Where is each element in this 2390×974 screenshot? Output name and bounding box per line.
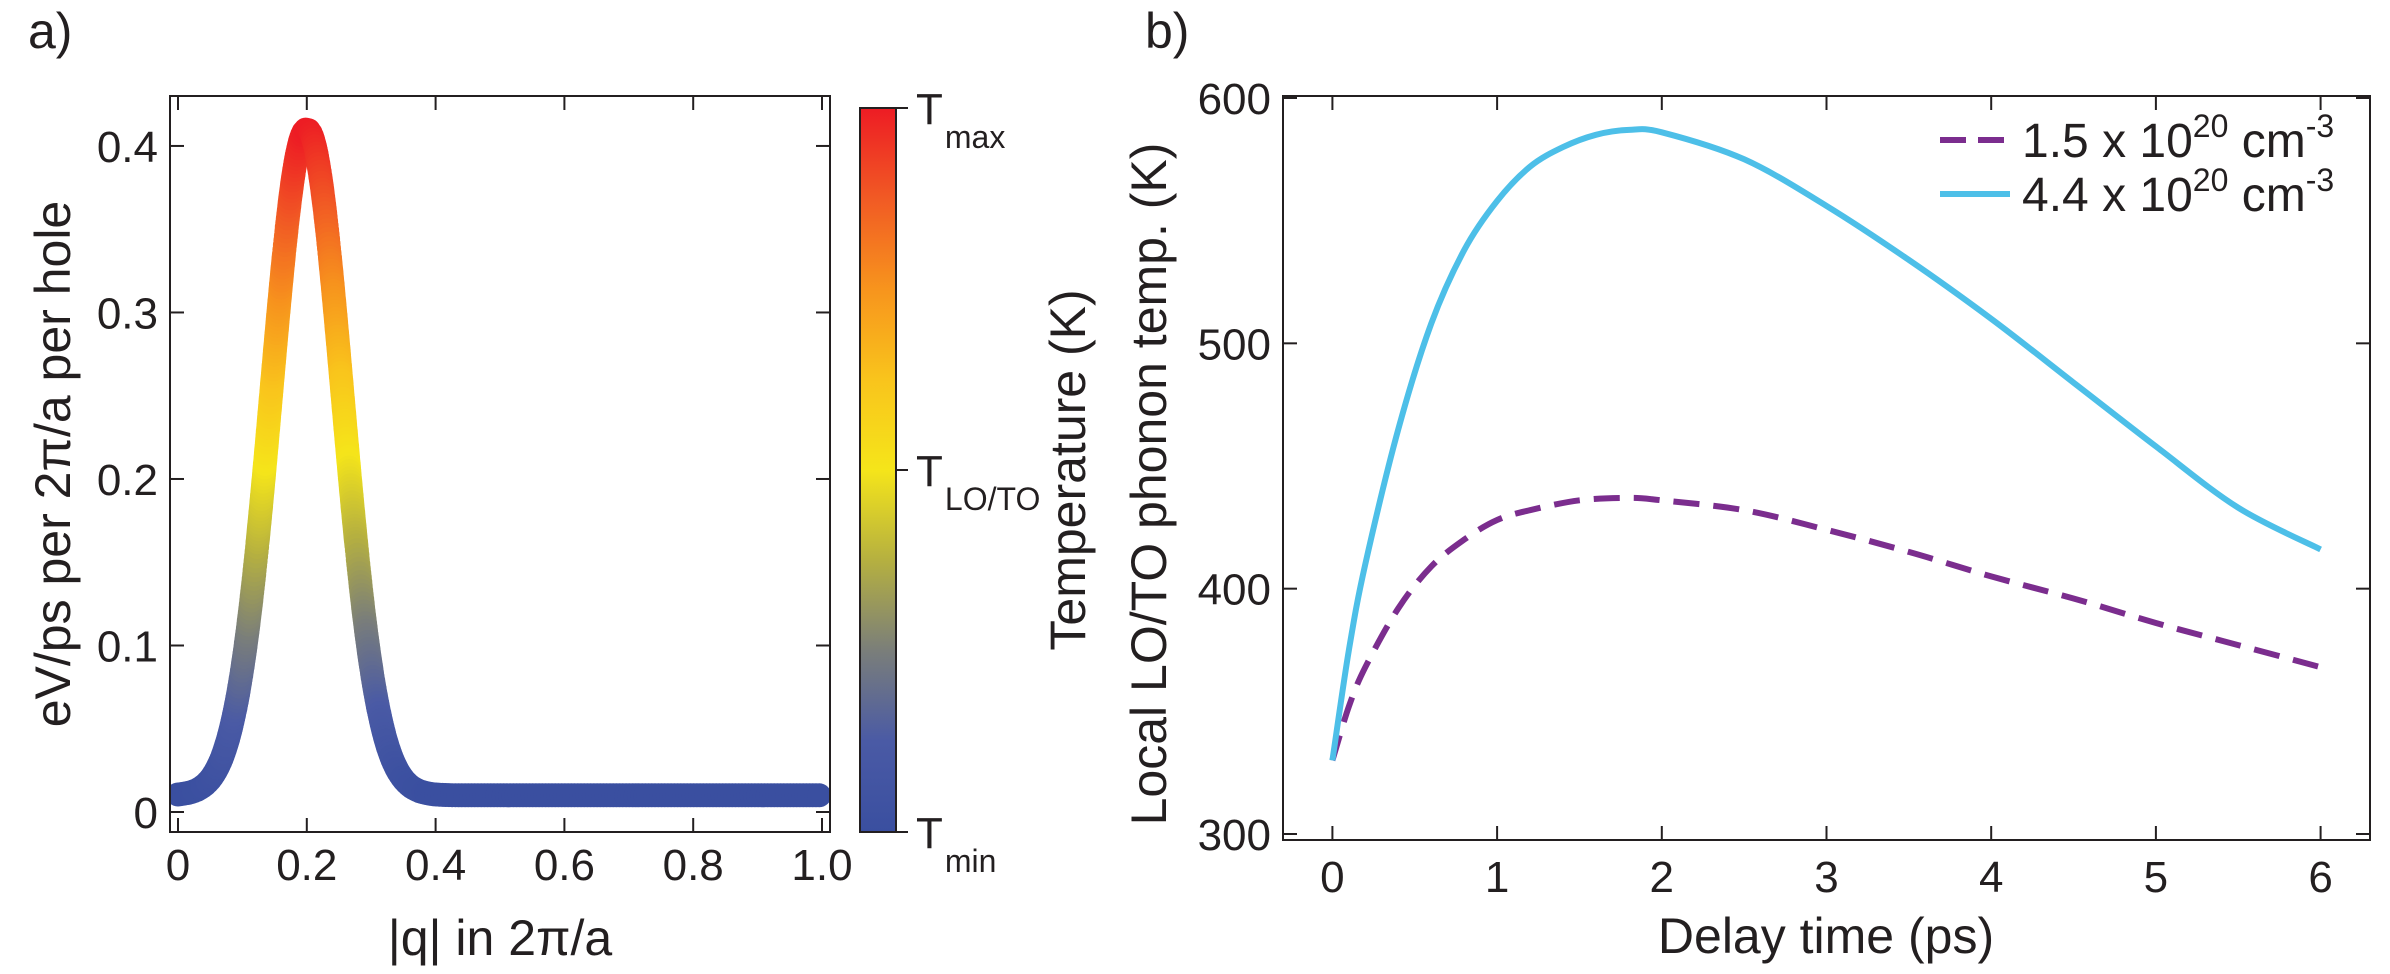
- panel-b-xtick-label: 6: [2308, 853, 2332, 902]
- panel-a-ytick-label: 0.1: [97, 622, 158, 671]
- panel-a-ytick-label: 0.3: [97, 289, 158, 338]
- panel-b-xlabel: Delay time (ps): [1658, 908, 1994, 964]
- colorbar-tick-label: TLO/TO: [916, 447, 1040, 517]
- panel-b-xtick-label: 5: [2144, 853, 2168, 902]
- panel-a-curve-point: [807, 783, 830, 808]
- legend-entry: 4.4 x 1020 cm-3: [2022, 162, 2334, 222]
- panel-a-frame: [169, 95, 831, 833]
- panel-a-xtick-label: 0.6: [534, 841, 595, 890]
- series-line-dashed: [1329, 494, 2322, 762]
- colorbar-label: Temperature (K): [1040, 289, 1096, 650]
- panel-b-legend: 1.5 x 1020 cm-34.4 x 1020 cm-3: [1940, 108, 2334, 222]
- panel-b-xtick-label: 1: [1485, 853, 1509, 902]
- series-line-solid: [1329, 126, 2322, 761]
- panel-a-ylabel: eV/ps per 2π/a per hole: [25, 201, 81, 728]
- panel-a-xtick-label: 0.2: [276, 841, 337, 890]
- panel-a-ytick-label: 0: [134, 789, 158, 838]
- panel-b-xtick-label: 4: [1979, 853, 2003, 902]
- panel-a-xtick-label: 0.8: [663, 841, 724, 890]
- panel-a-ticks: 0 0.2 0.4 0.6 0.8 1.0 0 0.1 0.2 0.3 0.4: [97, 96, 853, 890]
- panel-b-ticks: 0 1 2 3 4 5 6 300 400 500 600: [1198, 75, 2370, 902]
- colorbar: [859, 107, 897, 833]
- panel-b-xtick-label: 0: [1320, 853, 1344, 902]
- panel-b-frame: [1282, 95, 2371, 841]
- panel-a-xtick-label: 0.4: [405, 841, 466, 890]
- legend-entry: 1.5 x 1020 cm-3: [2022, 108, 2334, 168]
- panel-a-label: a): [28, 3, 72, 59]
- panel-b-lines: [1329, 126, 2322, 762]
- panel-a-curve: [170, 117, 830, 808]
- panel-b-ytick-label: 300: [1198, 811, 1271, 860]
- panel-a-xtick-label: 1.0: [791, 841, 852, 890]
- panel-b-ytick-label: 400: [1198, 566, 1271, 615]
- panel-a-xtick-label: 0: [166, 841, 190, 890]
- panel-b-label: b): [1145, 3, 1189, 59]
- colorbar-ticks: Tmax TLO/TO Tmin: [896, 85, 1040, 879]
- colorbar-tick-label: Tmax: [916, 85, 1005, 155]
- panel-b-ytick-label: 600: [1198, 75, 1271, 124]
- panel-b-ylabel: Local LO/TO phonon temp. (K): [1121, 143, 1177, 826]
- colorbar-tick-label: Tmin: [916, 809, 996, 879]
- panel-b-xtick-label: 3: [1814, 853, 1838, 902]
- panel-a-ytick-label: 0.2: [97, 456, 158, 505]
- panel-b-ytick-label: 500: [1198, 320, 1271, 369]
- panel-a-xlabel: |q| in 2π/a: [388, 910, 613, 966]
- panel-b-xtick-label: 2: [1650, 853, 1674, 902]
- panel-a-ytick-label: 0.4: [97, 123, 158, 172]
